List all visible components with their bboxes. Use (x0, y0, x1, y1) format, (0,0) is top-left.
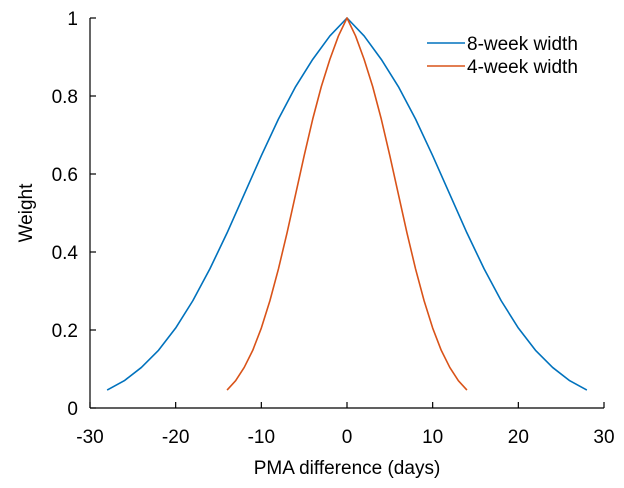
y-tick-label: 1 (67, 9, 78, 30)
x-tick-label: -30 (76, 427, 103, 448)
y-tick-label: 0.4 (52, 243, 79, 264)
legend: 8-week width 4-week width (427, 34, 578, 78)
series-line-4-week (226, 17, 468, 391)
x-tick-label: -10 (248, 427, 275, 448)
y-tick-label: 0.2 (52, 321, 78, 342)
series-lines (106, 17, 588, 391)
y-axis-ticks: 0 0.2 0.4 0.6 0.8 1 (52, 9, 96, 420)
legend-label-4-week: 4-week width (467, 57, 578, 78)
x-tick-label: -20 (162, 427, 189, 448)
y-tick-label: 0 (67, 399, 78, 420)
x-tick-label: 30 (593, 427, 614, 448)
y-tick-label: 0.6 (52, 165, 78, 186)
y-tick-label: 0.8 (52, 87, 78, 108)
y-axis-label: Weight (16, 183, 37, 243)
x-tick-label: 0 (342, 427, 353, 448)
plot-area: -30 -20 -10 0 10 20 30 0 0.2 0.4 0.6 0.8 1 (52, 9, 615, 448)
x-tick-label: 10 (422, 427, 443, 448)
x-axis-ticks: -30 -20 -10 0 10 20 30 (76, 402, 615, 448)
x-axis-label: PMA difference (days) (254, 458, 441, 479)
x-tick-label: 20 (508, 427, 529, 448)
legend-label-8-week: 8-week width (467, 34, 578, 55)
